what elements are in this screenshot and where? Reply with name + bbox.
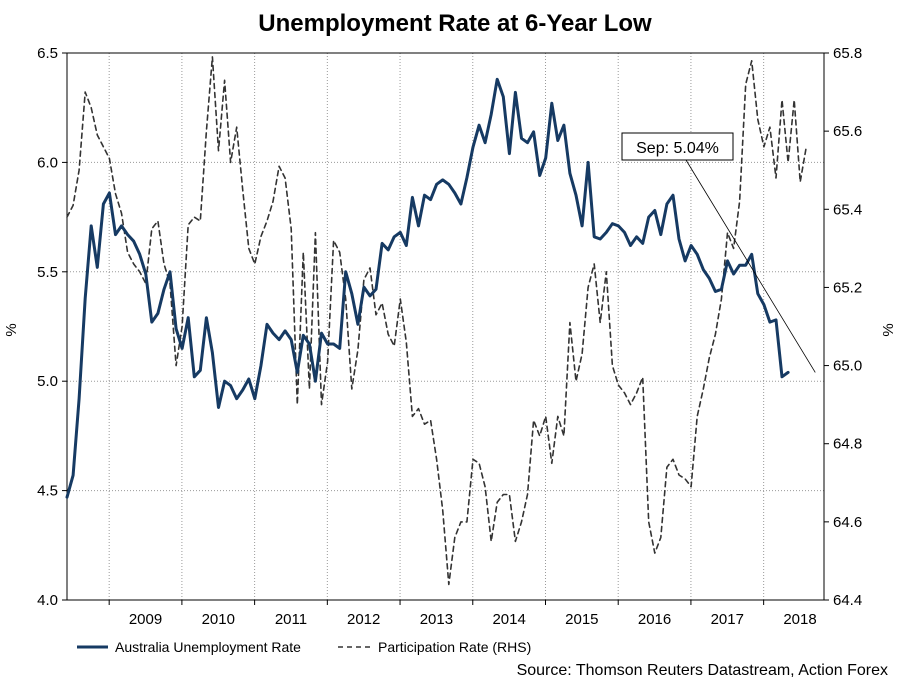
legend: Australia Unemployment Rate Participatio… [77,639,531,655]
annotation-leader-line [685,159,816,373]
y-tick-label-left: 6.5 [37,45,58,62]
x-tick-label: 2014 [492,611,525,628]
y-axis-label-right: % [880,323,897,336]
chart-title: Unemployment Rate at 6-Year Low [258,10,652,37]
x-tick-label: 2009 [129,611,162,628]
x-tick-label: 2012 [347,611,380,628]
legend-label-unemployment: Australia Unemployment Rate [115,639,301,655]
annotation-box [621,132,734,161]
y-tick-label-right: 65.8 [833,45,862,62]
y-tick-label-left: 5.5 [37,264,58,281]
y-tick-label-right: 65.2 [833,279,862,296]
y-tick-label-left: 4.0 [37,592,58,609]
x-tick-label: 2011 [275,611,307,628]
x-tick-label: 2018 [783,611,816,628]
y-tick-label-right: 64.4 [833,592,862,609]
series-line-participation [66,56,808,586]
x-tick-label: 2015 [565,611,598,628]
annotation: Sep: 5.04% [621,132,816,373]
legend-label-participation: Participation Rate (RHS) [378,639,531,655]
series-line-unemployment [65,77,790,499]
x-tick-label: 2017 [711,611,744,628]
y-tick-label-right: 64.6 [833,514,862,531]
axes: 4.0 4.5 5.0 5.5 6.0 6.5 64.4 64.6 64.8 65.0 65.2 65… [37,45,862,628]
plot-frame [66,52,825,601]
x-tick-label: 2013 [420,611,453,628]
y-tick-label-right: 65.6 [833,123,862,140]
y-tick-label-right: 65.4 [833,201,862,218]
y-tick-label-right: 64.8 [833,436,862,453]
source-note: Source: Thomson Reuters Datastream, Acti… [517,662,888,679]
x-tick-label: 2016 [638,611,671,628]
y-tick-label-left: 4.5 [37,483,58,500]
y-tick-label-left: 6.0 [37,154,58,171]
x-tick-label: 2010 [202,611,235,628]
y-axis-label-left: % [3,323,20,336]
y-tick-label-left: 5.0 [37,373,58,390]
series-layer [65,56,808,586]
gridlines [67,53,824,600]
annotation-text: Sep: 5.04% [636,140,719,157]
y-tick-label-right: 65.0 [833,358,862,375]
